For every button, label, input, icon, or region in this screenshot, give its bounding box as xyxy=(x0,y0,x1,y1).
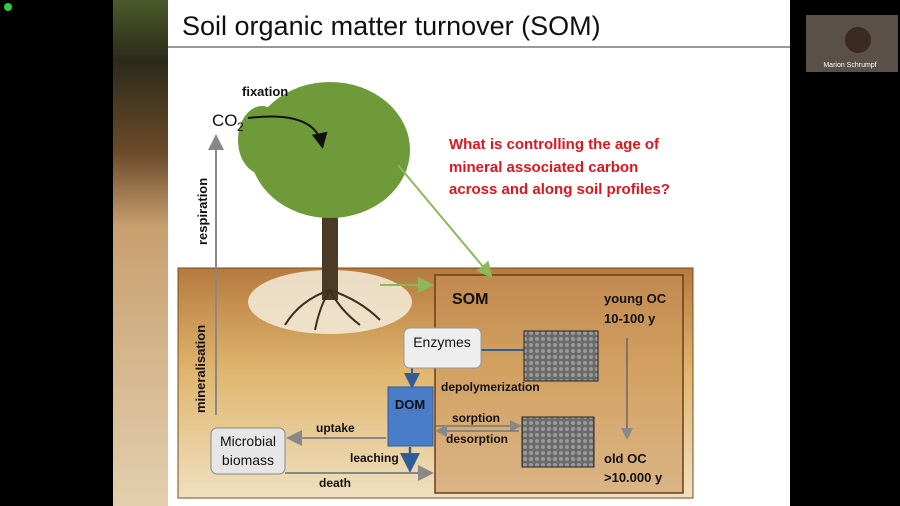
old-oc-age: >10.000 y xyxy=(604,470,663,485)
young-oc-age: 10-100 y xyxy=(604,311,656,326)
sem-image-minerals xyxy=(521,416,595,468)
participant-name: Marion Schrumpf xyxy=(823,62,876,69)
question-line: mineral associated carbon xyxy=(449,159,638,176)
fixation-label: fixation xyxy=(242,84,288,99)
tree-crown xyxy=(250,82,410,218)
desorption-label: desorption xyxy=(446,432,508,446)
microbial-box xyxy=(210,427,286,475)
enzymes-label: Enzymes xyxy=(413,334,471,350)
litter-arrow xyxy=(397,164,493,279)
microbial-label: Microbial xyxy=(220,433,276,449)
som-label: SOM xyxy=(452,291,488,308)
co2-subscript: 2 xyxy=(237,120,244,134)
sorption-label: sorption xyxy=(452,411,500,425)
soil-photo-strip xyxy=(113,0,168,506)
roots xyxy=(284,289,381,331)
participant-head xyxy=(845,27,871,53)
dom-label: DOM xyxy=(395,397,425,412)
uptake-label: uptake xyxy=(316,421,355,435)
co2-label: CO xyxy=(212,111,238,130)
slide-title: Soil organic matter turnover (SOM) xyxy=(182,11,601,41)
fixation-arrow xyxy=(247,115,328,149)
leaching-label: leaching xyxy=(350,451,399,465)
tree-trunk xyxy=(322,200,338,300)
enzymes-box xyxy=(403,327,482,369)
tree-crown-lobe xyxy=(238,106,286,174)
respiration-label: respiration xyxy=(195,178,210,245)
dom-box xyxy=(387,386,434,447)
old-oc-label: old OC xyxy=(604,451,647,466)
microbial-label: biomass xyxy=(222,452,274,468)
mineralisation-label: mineralisation xyxy=(193,325,208,413)
security-icon xyxy=(4,3,12,11)
question-line: across and along soil profiles? xyxy=(449,181,670,198)
death-label: death xyxy=(319,476,351,490)
depolymerization-label: depolymerization xyxy=(441,380,540,394)
sem-image-enzymes xyxy=(523,330,599,382)
young-oc-label: young OC xyxy=(604,291,667,306)
question-line: What is controlling the age of xyxy=(449,136,660,153)
